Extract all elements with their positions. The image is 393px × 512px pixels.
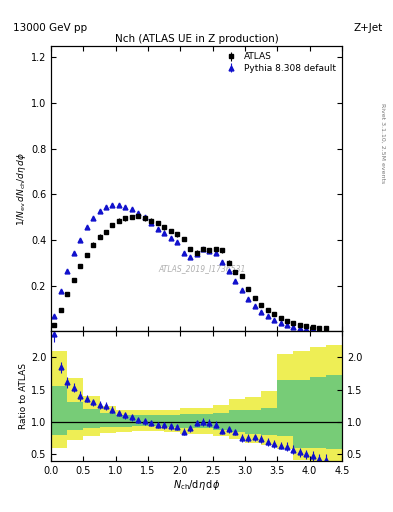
Text: ATLAS_2019_I1736531: ATLAS_2019_I1736531 — [159, 264, 246, 273]
Y-axis label: $1/N_\mathrm{ev}\,dN_\mathrm{ch}/d\eta\,d\phi$: $1/N_\mathrm{ev}\,dN_\mathrm{ch}/d\eta\,… — [15, 152, 28, 226]
Title: Nch (ATLAS UE in Z production): Nch (ATLAS UE in Z production) — [115, 34, 278, 44]
Legend: ATLAS, Pythia 8.308 default: ATLAS, Pythia 8.308 default — [221, 51, 338, 75]
X-axis label: $N_\mathrm{ch}/\mathrm{d}\eta\,\mathrm{d}\phi$: $N_\mathrm{ch}/\mathrm{d}\eta\,\mathrm{d… — [173, 478, 220, 493]
Text: Z+Jet: Z+Jet — [353, 23, 383, 33]
Text: 13000 GeV pp: 13000 GeV pp — [13, 23, 87, 33]
Text: Rivet 3.1.10, 2.5M events: Rivet 3.1.10, 2.5M events — [381, 103, 386, 183]
Y-axis label: Ratio to ATLAS: Ratio to ATLAS — [19, 363, 28, 429]
